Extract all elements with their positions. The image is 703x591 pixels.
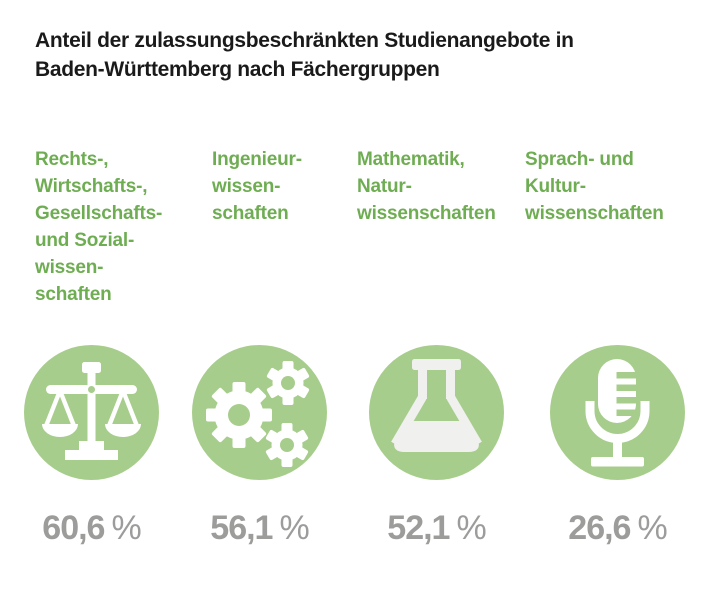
category-icon-circle: [369, 345, 504, 480]
category-icon-circle: [192, 345, 327, 480]
microphone-icon: [585, 359, 650, 467]
category-icon-circle: [550, 345, 685, 480]
category-label-mathematik-naturwissenschaften: Mathematik, Natur- wissenschaften: [357, 149, 496, 224]
percentage-number: 52,1: [387, 509, 450, 547]
percent-sign: %: [637, 509, 668, 547]
percentage-value: 52,1%: [369, 507, 505, 549]
chart-title: Anteil der zulassungsbeschränkten Studie…: [35, 29, 574, 81]
percent-sign: %: [111, 509, 142, 547]
percent-sign: %: [279, 509, 310, 547]
percentage-number: 26,6: [568, 509, 631, 547]
category-label-rechts-wirtschafts-sozial: Rechts-, Wirtschafts-, Gesellschafts- un…: [35, 149, 163, 305]
percent-sign: %: [456, 509, 487, 547]
percentage-value: 56,1%: [192, 507, 328, 549]
scales-of-justice-icon: [42, 362, 141, 460]
laboratory-flask-icon: [391, 359, 482, 452]
percentage-value: 60,6%: [24, 507, 160, 549]
percentage-number: 60,6: [42, 509, 105, 547]
category-label-ingenieurwissenschaften: Ingenieur- wissen- schaften: [212, 149, 302, 224]
percentage-value: 26,6%: [550, 507, 686, 549]
category-label-sprach-kulturwissenschaften: Sprach- und Kultur- wissenschaften: [525, 149, 664, 224]
percentage-number: 56,1: [210, 509, 273, 547]
category-icon-circle: [24, 345, 159, 480]
gears-icon: [206, 361, 310, 467]
